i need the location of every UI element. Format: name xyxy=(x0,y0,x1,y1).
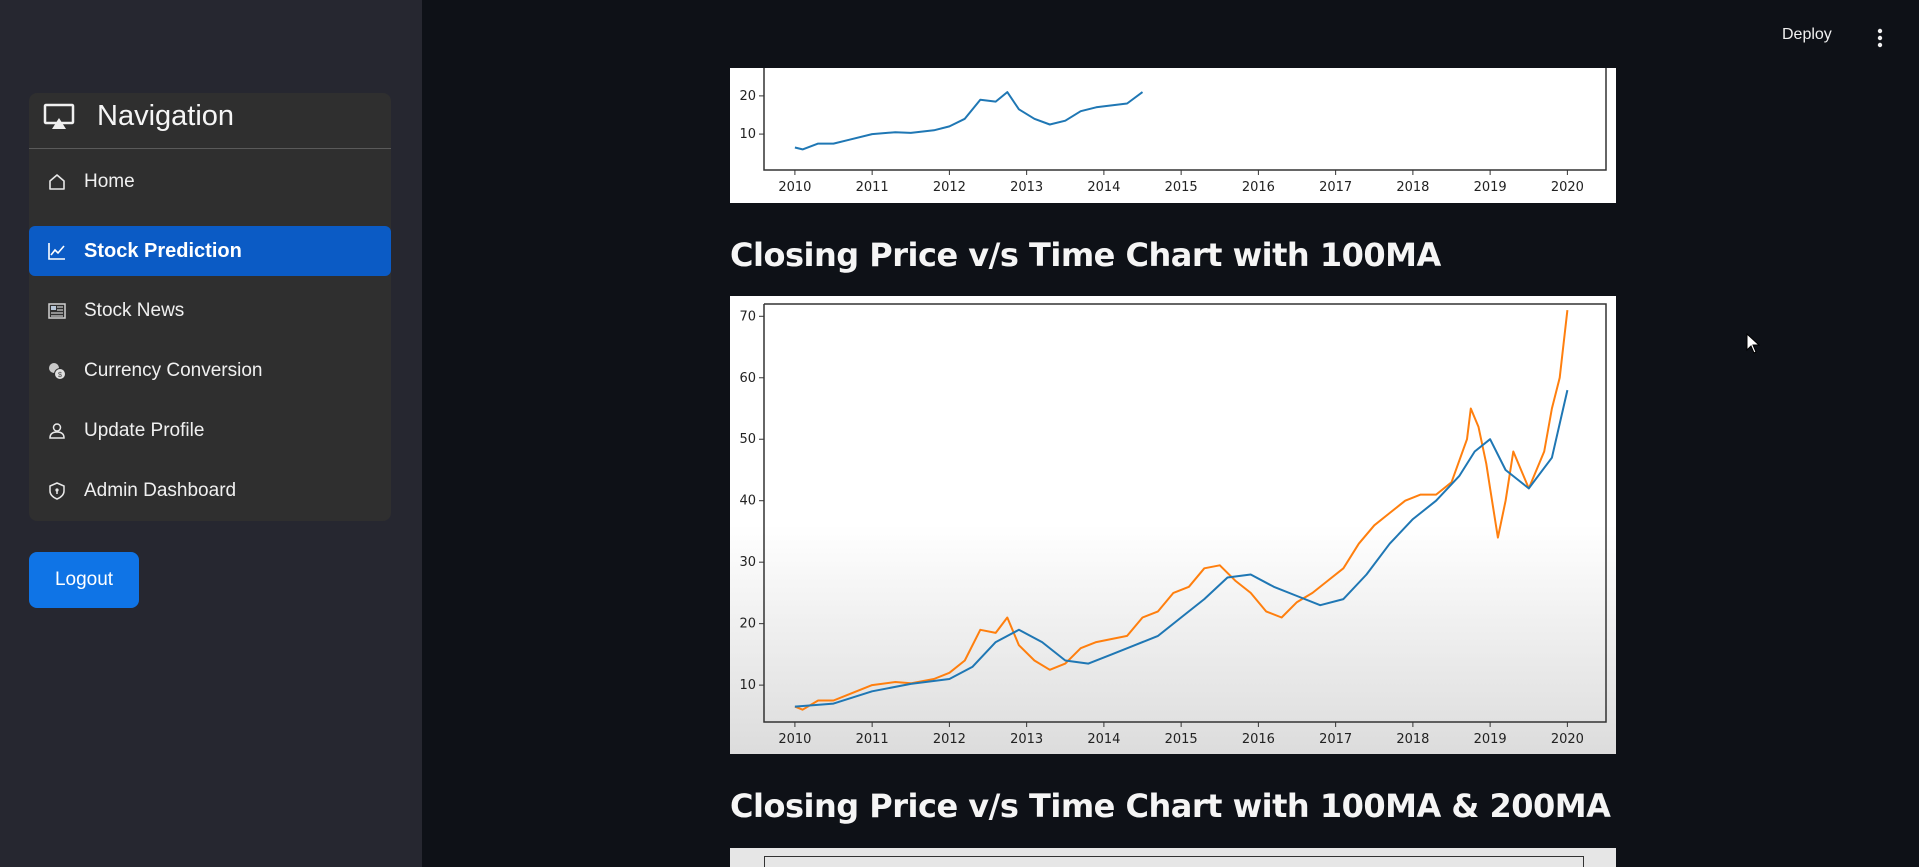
chart-background xyxy=(730,296,1616,754)
sidebar-item-label: Admin Dashboard xyxy=(84,480,237,501)
newspaper-icon xyxy=(48,303,66,319)
chart-axes-frame xyxy=(763,68,1607,171)
series-line-0 xyxy=(794,309,1569,711)
x-tick-label: 2014 xyxy=(1087,732,1120,747)
chart-closing-price-plot: 2010 2011 2012 2013 2014 2015 2016 2017 2018 2019… xyxy=(739,68,1607,195)
logout-button[interactable]: Logout xyxy=(29,552,139,608)
y-tick-label: 70 xyxy=(739,309,756,324)
mouse-cursor-icon xyxy=(1746,333,1760,354)
y-tick-label: 50 xyxy=(739,432,756,447)
y-tick-label: 40 xyxy=(739,494,756,509)
sidebar-item-home[interactable]: Home xyxy=(29,157,391,207)
navigation-title: Navigation xyxy=(97,100,235,132)
x-tick-label: 2019 xyxy=(1474,732,1507,747)
x-tick-label: 2011 xyxy=(856,732,889,747)
y-tick-label: 20 xyxy=(739,89,756,104)
home-icon xyxy=(49,174,65,190)
x-tick-label: 2013 xyxy=(1010,180,1043,195)
sidebar-item-update-profile[interactable]: Update Profile xyxy=(29,406,391,456)
x-tick-label: 2017 xyxy=(1319,180,1352,195)
x-tick-label: 2020 xyxy=(1551,732,1584,747)
vertical-dots-icon[interactable] xyxy=(1876,27,1884,49)
x-tick-label: 2020 xyxy=(1551,180,1584,195)
coins-icon: $ xyxy=(49,363,66,380)
sidebar-item-stock-news[interactable]: Stock News xyxy=(29,286,391,336)
x-tick-label: 2010 xyxy=(778,732,811,747)
chart-title-100ma: Closing Price v/s Time Chart with 100MA xyxy=(730,236,1441,274)
y-tick-label: 10 xyxy=(739,678,756,693)
x-tick-label: 2014 xyxy=(1087,180,1120,195)
chart-line-icon xyxy=(48,243,65,260)
y-tick-label: 30 xyxy=(739,555,756,570)
sidebar-item-currency-conversion[interactable]: $ Currency Conversion xyxy=(29,346,391,396)
x-tick-label: 2016 xyxy=(1242,732,1275,747)
sidebar-item-label: Stock Prediction xyxy=(84,240,242,262)
series-line-1 xyxy=(794,389,1569,708)
x-tick-label: 2015 xyxy=(1165,180,1198,195)
x-tick-label: 2018 xyxy=(1396,732,1429,747)
user-icon xyxy=(49,423,65,439)
sidebar-item-label: Currency Conversion xyxy=(84,360,263,381)
x-tick-label: 2018 xyxy=(1396,180,1429,195)
sidebar-item-label: Stock News xyxy=(84,300,185,321)
sidebar-item-label: Update Profile xyxy=(84,420,205,441)
sidebar-item-label: Home xyxy=(84,171,135,192)
x-tick-label: 2017 xyxy=(1319,732,1352,747)
x-tick-label: 2016 xyxy=(1242,180,1275,195)
x-tick-label: 2015 xyxy=(1165,732,1198,747)
navigation-menu: Navigation Home Stock Prediction xyxy=(29,93,391,521)
x-tick-label: 2013 xyxy=(1010,732,1043,747)
x-tick-label: 2010 xyxy=(778,180,811,195)
deploy-button[interactable]: Deploy xyxy=(1782,26,1832,43)
x-tick-label: 2012 xyxy=(933,732,966,747)
chart-closing-price-100ma: 2010 2011 2012 2013 2014 2015 2016 2017 2018 2019… xyxy=(730,296,1616,754)
y-tick-label: 10 xyxy=(739,127,756,142)
sidebar-item-admin-dashboard[interactable]: Admin Dashboard xyxy=(29,466,391,516)
chart-title-100ma-200ma: Closing Price v/s Time Chart with 100MA … xyxy=(730,787,1611,825)
sidebar: Navigation Home Stock Prediction xyxy=(0,0,422,867)
sidebar-item-stock-prediction[interactable]: Stock Prediction xyxy=(29,226,391,276)
chart-closing-price-100ma-plot: 2010 2011 2012 2013 2014 2015 2016 2017 2018 2019… xyxy=(730,296,1616,754)
airplay-icon xyxy=(43,103,75,129)
chart-closing-price-100ma-200ma xyxy=(730,848,1616,867)
chart-axes-frame xyxy=(764,856,1584,867)
svg-text:$: $ xyxy=(58,372,62,379)
x-tick-label: 2019 xyxy=(1474,180,1507,195)
x-tick-label: 2011 xyxy=(856,180,889,195)
x-tick-label: 2012 xyxy=(933,180,966,195)
chart-axes-frame xyxy=(763,303,1607,723)
y-tick-label: 20 xyxy=(739,617,756,632)
shield-icon xyxy=(49,482,65,500)
y-tick-label: 60 xyxy=(739,371,756,386)
series-line-0 xyxy=(794,91,1144,151)
navigation-header: Navigation xyxy=(29,93,391,149)
chart-closing-price: 2010 2011 2012 2013 2014 2015 2016 2017 2018 2019… xyxy=(730,68,1616,203)
